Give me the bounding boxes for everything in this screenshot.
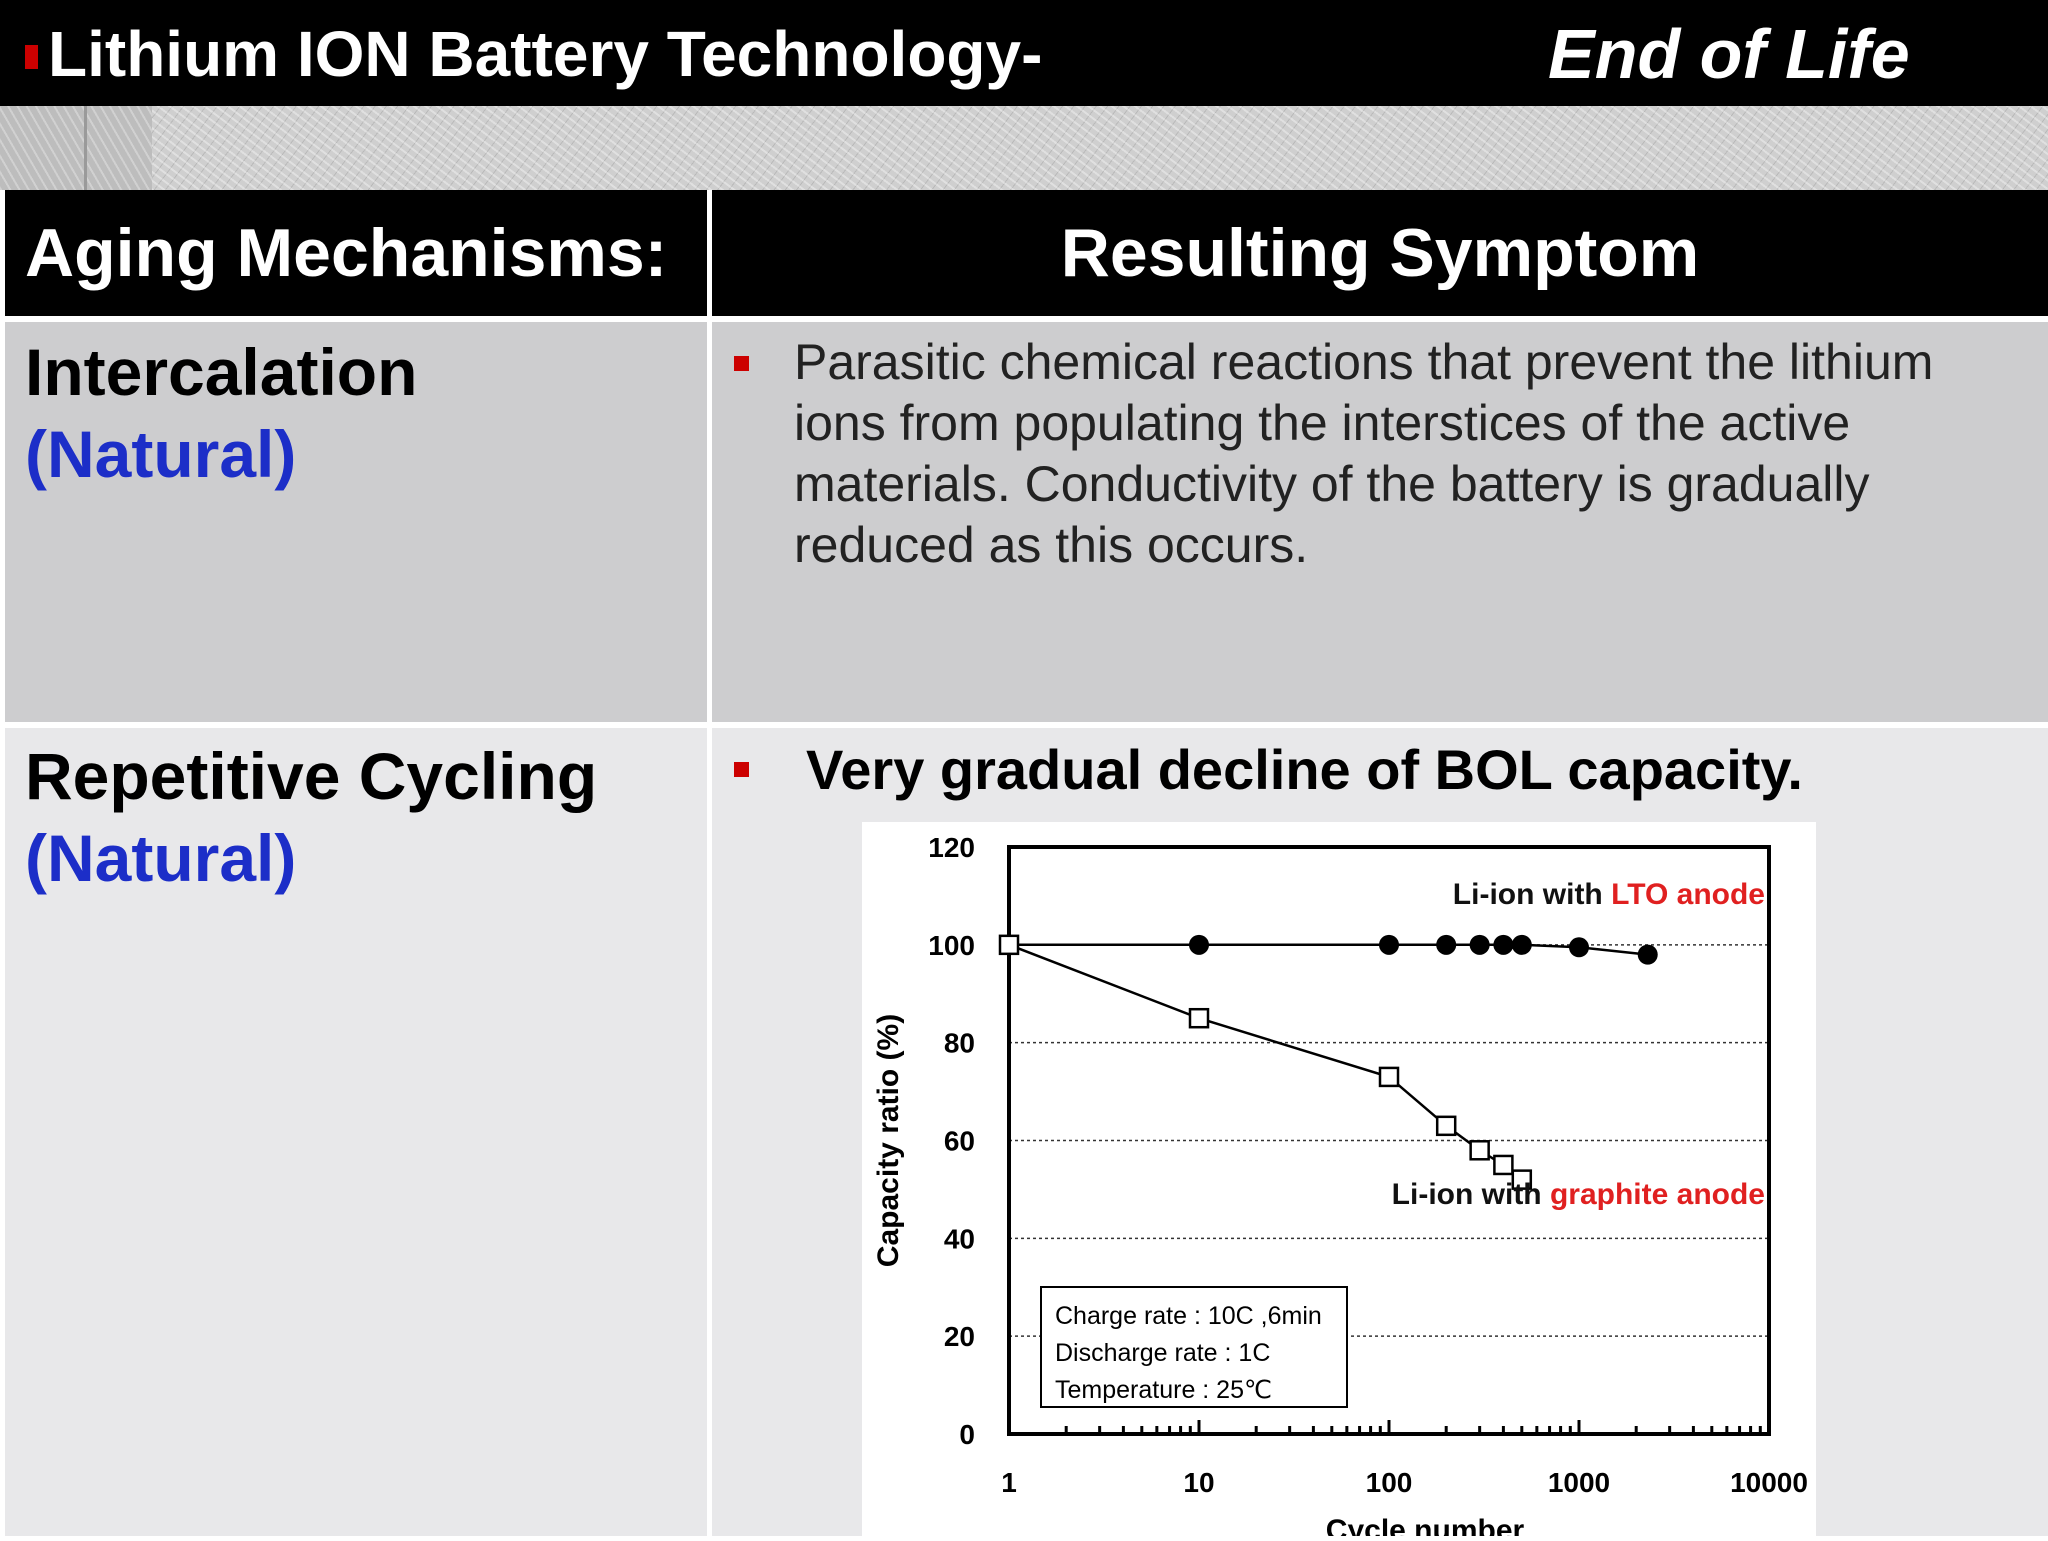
- series-label: Li-ion with LTO anode: [1453, 878, 1765, 911]
- conditions-box: Charge rate : 10C ,6min Discharge rate : …: [1040, 1286, 1348, 1408]
- chart-panel: 0 20 40 60 80 100 120 1 10 100 1000 10000 Capacity…: [862, 822, 1816, 1541]
- data-point-lto: [1493, 934, 1514, 955]
- data-point-graphite: [1469, 1140, 1490, 1161]
- slide-title: Lithium ION Battery Technology-: [48, 18, 1043, 90]
- data-point-lto: [1511, 934, 1532, 955]
- texture-band: [0, 106, 2048, 190]
- x-tick-label: 10000: [1730, 1467, 1808, 1498]
- title-bar: Lithium ION Battery Technology- End of L…: [0, 0, 2048, 106]
- x-tick-labels: 1 10 100 1000 10000: [1001, 1467, 1808, 1498]
- table-row-1-mechanism-cell: [5, 322, 707, 722]
- y-tick-label: 20: [944, 1321, 975, 1352]
- data-point-lto: [1569, 937, 1589, 958]
- x-axis-label: Cycle number: [1326, 1514, 1525, 1536]
- series-label: Li-ion with graphite anode: [1392, 1178, 1765, 1211]
- x-tick-label: 100: [1366, 1467, 1413, 1498]
- y-axis-label: Capacity ratio (%): [872, 1014, 905, 1267]
- data-point-lto: [1379, 934, 1399, 955]
- x-tick-label: 1000: [1548, 1467, 1610, 1498]
- table-header-symptom: Resulting Symptom: [712, 190, 2048, 316]
- symptom-text: Parasitic chemical reactions that preven…: [794, 334, 1934, 573]
- title-bullet-icon: [25, 45, 38, 69]
- chart-series: [998, 934, 1658, 1190]
- texture-divider: [84, 106, 87, 190]
- x-tick-label: 1: [1001, 1467, 1017, 1498]
- data-point-lto: [1436, 934, 1457, 955]
- conditions-line: Discharge rate : 1C: [1055, 1339, 1270, 1367]
- series-label-highlight: LTO anode: [1611, 878, 1765, 911]
- table-row-2-mechanism-cell: [5, 728, 707, 1536]
- data-point-graphite: [998, 934, 1020, 956]
- mechanism-name: Intercalation: [25, 335, 418, 409]
- x-tick-label: 10: [1183, 1467, 1214, 1498]
- series-label-prefix: Li-ion with: [1453, 878, 1611, 911]
- table-header-mechanisms: Aging Mechanisms:: [5, 190, 707, 316]
- conditions-line: Charge rate : 10C ,6min: [1055, 1302, 1322, 1330]
- series-line: [1009, 943, 1648, 956]
- data-point-graphite: [1378, 1066, 1400, 1088]
- mechanism-type: (Natural): [25, 821, 297, 895]
- series-label-highlight: graphite anode: [1550, 1178, 1765, 1211]
- y-tick-label: 60: [944, 1126, 975, 1157]
- mechanism-type: (Natural): [25, 417, 297, 491]
- data-point-graphite: [1188, 1007, 1210, 1029]
- y-tick-label: 120: [928, 832, 975, 863]
- symptom-text: Very gradual decline of BOL capacity.: [806, 738, 1803, 801]
- bullet-icon: [734, 762, 749, 777]
- y-tick-label: 100: [928, 930, 975, 961]
- series-line: [1008, 943, 1523, 1181]
- chart-grid: [1009, 944, 1769, 1337]
- y-tick-label: 0: [959, 1419, 975, 1450]
- data-point-graphite: [1435, 1115, 1457, 1137]
- conditions-line: Temperature : 25℃: [1055, 1376, 1272, 1404]
- slide-subtitle-right: End of Life: [1548, 15, 1910, 93]
- data-point-lto: [1189, 934, 1209, 955]
- data-point-lto: [1469, 934, 1490, 955]
- table-row-1-symptom-cell: [712, 322, 2048, 722]
- y-tick-label: 40: [944, 1223, 975, 1254]
- bullet-icon: [734, 356, 749, 371]
- texture-band-left: [0, 106, 152, 190]
- data-point-graphite: [1493, 1154, 1514, 1176]
- data-point-graphite: [1511, 1169, 1533, 1190]
- mechanism-name: Repetitive Cycling: [25, 739, 598, 813]
- series-label-prefix: Li-ion with: [1392, 1178, 1550, 1211]
- conditions-box-frame: [1040, 1286, 1348, 1408]
- y-tick-labels: 0 20 40 60 80 100 120: [928, 832, 975, 1450]
- x-ticks: [1064, 1420, 1762, 1434]
- y-tick-label: 80: [944, 1028, 975, 1059]
- data-point-lto: [1637, 944, 1658, 965]
